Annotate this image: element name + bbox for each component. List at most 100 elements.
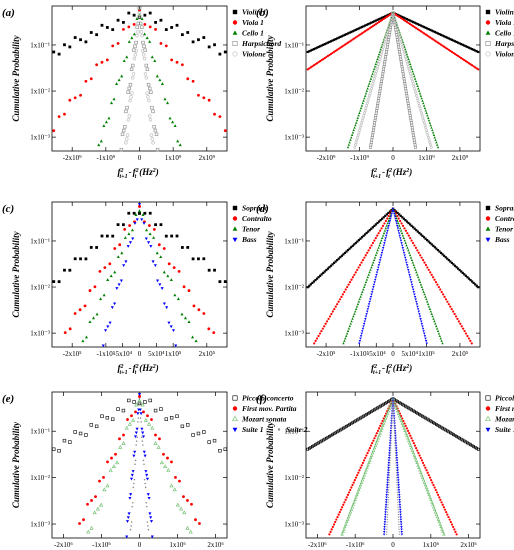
data-point	[392, 403, 394, 405]
data-point	[394, 442, 396, 444]
data-point	[386, 533, 388, 535]
data-point	[383, 521, 387, 524]
x-axis-label-part: )	[155, 167, 159, 177]
x-tick-label: 1x10⁶	[169, 541, 186, 549]
data-point	[401, 216, 404, 219]
data-point	[345, 496, 348, 499]
data-point	[477, 286, 480, 289]
panel-label: (d)	[256, 203, 269, 215]
data-point	[149, 245, 153, 248]
data-point	[348, 31, 351, 34]
data-point	[378, 244, 381, 247]
data-point	[370, 138, 374, 142]
data-point	[116, 255, 120, 259]
data-point	[306, 50, 309, 54]
data-point	[435, 141, 438, 144]
data-point	[441, 34, 444, 37]
data-point	[387, 506, 389, 508]
x-tick-label: 0	[138, 541, 142, 549]
data-point	[454, 315, 458, 318]
data-point	[377, 96, 381, 100]
data-point	[339, 256, 342, 259]
data-point	[148, 211, 152, 215]
legend-entry: Contralto	[495, 214, 514, 223]
data-point	[420, 322, 424, 326]
data-point	[434, 512, 439, 516]
data-point	[413, 26, 416, 29]
data-point	[376, 249, 379, 252]
data-point	[417, 278, 421, 281]
data-point	[399, 513, 402, 516]
data-point	[347, 327, 351, 330]
data-point	[399, 516, 402, 519]
data-point	[152, 236, 156, 239]
data-point	[467, 62, 471, 65]
data-point	[117, 78, 121, 82]
data-point	[428, 121, 432, 124]
data-point	[375, 273, 378, 277]
data-point	[422, 330, 425, 333]
data-point	[345, 520, 349, 524]
data-point	[397, 489, 401, 492]
data-point	[401, 423, 405, 428]
data-point	[348, 247, 351, 250]
data-point	[436, 517, 441, 521]
data-point	[371, 82, 375, 86]
data-point	[155, 74, 159, 78]
data-point	[169, 416, 174, 420]
data-point	[393, 427, 395, 429]
data-point	[362, 99, 365, 102]
data-point	[366, 99, 370, 103]
data-point	[315, 337, 319, 340]
data-point	[331, 39, 334, 42]
data-point	[431, 481, 434, 484]
data-point	[353, 273, 356, 276]
legend-entry: Violone	[495, 50, 514, 59]
legend-entry: Cello 1	[495, 29, 514, 38]
data-point	[435, 247, 438, 250]
data-point	[91, 316, 96, 320]
data-point	[373, 281, 376, 284]
data-point	[212, 331, 216, 335]
data-point	[108, 262, 112, 266]
data-point	[387, 33, 391, 37]
data-point	[416, 275, 420, 279]
data-point	[390, 442, 392, 444]
data-point	[343, 339, 346, 342]
data-point	[386, 514, 389, 516]
data-point	[371, 131, 375, 135]
data-point	[127, 11, 131, 15]
data-point	[392, 405, 394, 407]
data-point	[125, 55, 129, 59]
data-point	[147, 98, 151, 103]
data-point	[446, 47, 449, 50]
data-point	[348, 510, 353, 514]
data-point	[352, 500, 356, 504]
data-point	[73, 257, 77, 261]
data-point	[437, 332, 441, 335]
data-point	[342, 34, 345, 37]
data-point	[415, 229, 418, 232]
data-point	[442, 532, 446, 536]
data-point	[368, 446, 371, 450]
data-point	[343, 251, 347, 255]
data-point	[441, 342, 444, 345]
data-point	[420, 320, 423, 323]
x-axis-label-part: 2	[152, 168, 156, 174]
data-point	[406, 62, 410, 66]
data-point	[154, 223, 157, 227]
data-point	[130, 473, 134, 477]
data-point	[426, 302, 430, 306]
data-point	[363, 256, 366, 259]
data-point	[372, 258, 376, 262]
data-point	[390, 437, 392, 439]
data-point	[438, 522, 442, 526]
data-point	[391, 408, 394, 410]
data-point	[340, 35, 343, 38]
data-point	[167, 321, 171, 325]
data-point	[387, 499, 389, 501]
data-point	[143, 13, 147, 17]
data-point	[396, 491, 398, 494]
data-point	[455, 266, 458, 269]
data-point	[395, 461, 399, 465]
